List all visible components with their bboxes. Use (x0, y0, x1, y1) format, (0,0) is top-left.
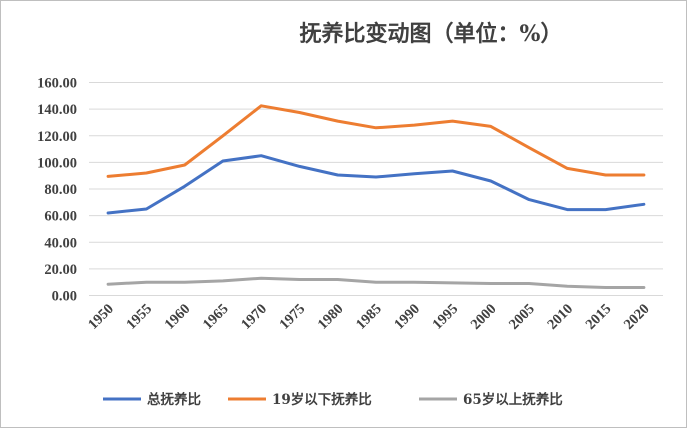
series-lines (106, 104, 646, 289)
y-axis-tick-labels: 0.00 20.00 40.00 60.00 80.00 100.00 120.00 140.… (37, 76, 77, 305)
x-tick-label: 1950 (85, 301, 117, 333)
y-tick-label: 120.00 (37, 129, 77, 145)
legend-label: 19岁以下抚养比 (272, 391, 372, 408)
x-tick-label: 2015 (583, 301, 615, 333)
legend-label: 65岁以上抚养比 (463, 391, 563, 408)
x-tick-label: 2005 (506, 301, 538, 333)
x-axis-tick-labels: 1950 1955 1960 1965 1970 1975 1980 1985 1990 1995… (85, 301, 653, 333)
series-line-2 (106, 104, 646, 178)
y-tick-label: 20.00 (44, 262, 77, 278)
y-tick-label: 0.00 (52, 289, 77, 305)
legend-label: 总抚养比 (147, 391, 201, 408)
x-tick-label: 2020 (621, 301, 653, 333)
y-tick-label: 80.00 (44, 182, 77, 198)
y-tick-label: 160.00 (37, 76, 77, 92)
legend: 总抚养比 19岁以下抚养比 65岁以上抚养比 (103, 391, 563, 408)
x-tick-label: 2000 (468, 301, 500, 333)
x-tick-label: 1965 (200, 301, 232, 333)
x-tick-label: 1975 (276, 301, 308, 333)
x-tick-label: 1990 (391, 301, 423, 333)
chart-title: 抚养比变动图（单位：%） (300, 21, 563, 47)
x-tick-label: 1970 (238, 301, 270, 333)
series-line-1 (106, 154, 646, 215)
x-tick-label: 1955 (123, 301, 155, 333)
x-tick-label: 1960 (162, 301, 194, 333)
x-tick-label: 1995 (430, 301, 462, 333)
gridlines (89, 82, 663, 296)
series-line-3 (106, 276, 646, 289)
y-tick-label: 100.00 (37, 155, 77, 171)
y-tick-label: 60.00 (44, 209, 77, 225)
x-tick-label: 1980 (315, 301, 347, 333)
y-tick-label: 40.00 (44, 235, 77, 251)
x-tick-label: 2010 (544, 301, 576, 333)
x-tick-label: 1985 (353, 301, 385, 333)
y-tick-label: 140.00 (37, 102, 77, 118)
